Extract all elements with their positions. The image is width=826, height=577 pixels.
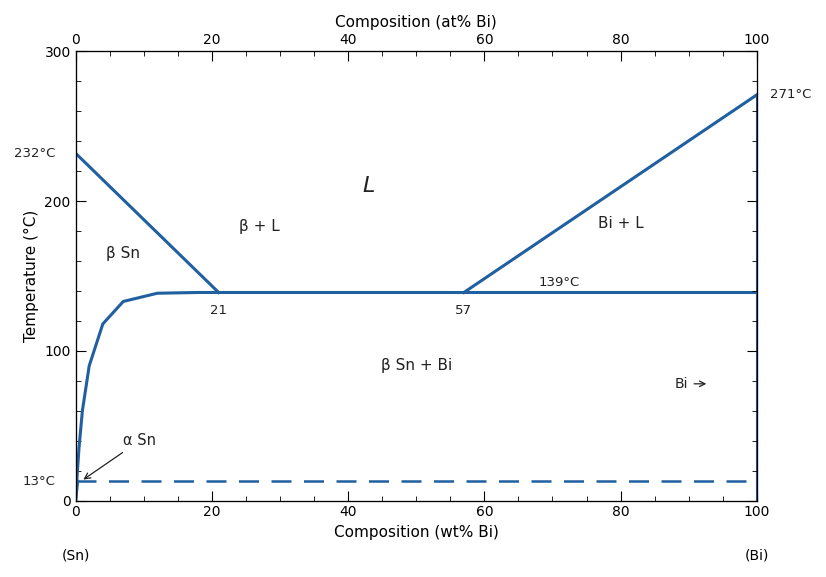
Text: α Sn: α Sn — [84, 433, 156, 479]
Text: L: L — [363, 176, 375, 196]
Text: Bi + L: Bi + L — [598, 216, 643, 231]
X-axis label: Composition (wt% Bi): Composition (wt% Bi) — [334, 525, 499, 540]
X-axis label: Composition (at% Bi): Composition (at% Bi) — [335, 15, 497, 30]
Text: β Sn: β Sn — [107, 246, 140, 261]
Text: β Sn + Bi: β Sn + Bi — [381, 358, 452, 373]
Text: (Bi): (Bi) — [744, 549, 769, 563]
Text: Bi: Bi — [675, 377, 705, 391]
Text: 13°C: 13°C — [22, 475, 55, 488]
Text: (Sn): (Sn) — [61, 549, 90, 563]
Text: 57: 57 — [455, 305, 472, 317]
Text: 232°C: 232°C — [14, 147, 55, 160]
Text: β + L: β + L — [240, 219, 280, 234]
Text: 21: 21 — [210, 305, 227, 317]
Y-axis label: Temperature (°C): Temperature (°C) — [24, 210, 39, 342]
Text: 271°C: 271°C — [771, 88, 812, 102]
Text: 139°C: 139°C — [539, 276, 580, 290]
